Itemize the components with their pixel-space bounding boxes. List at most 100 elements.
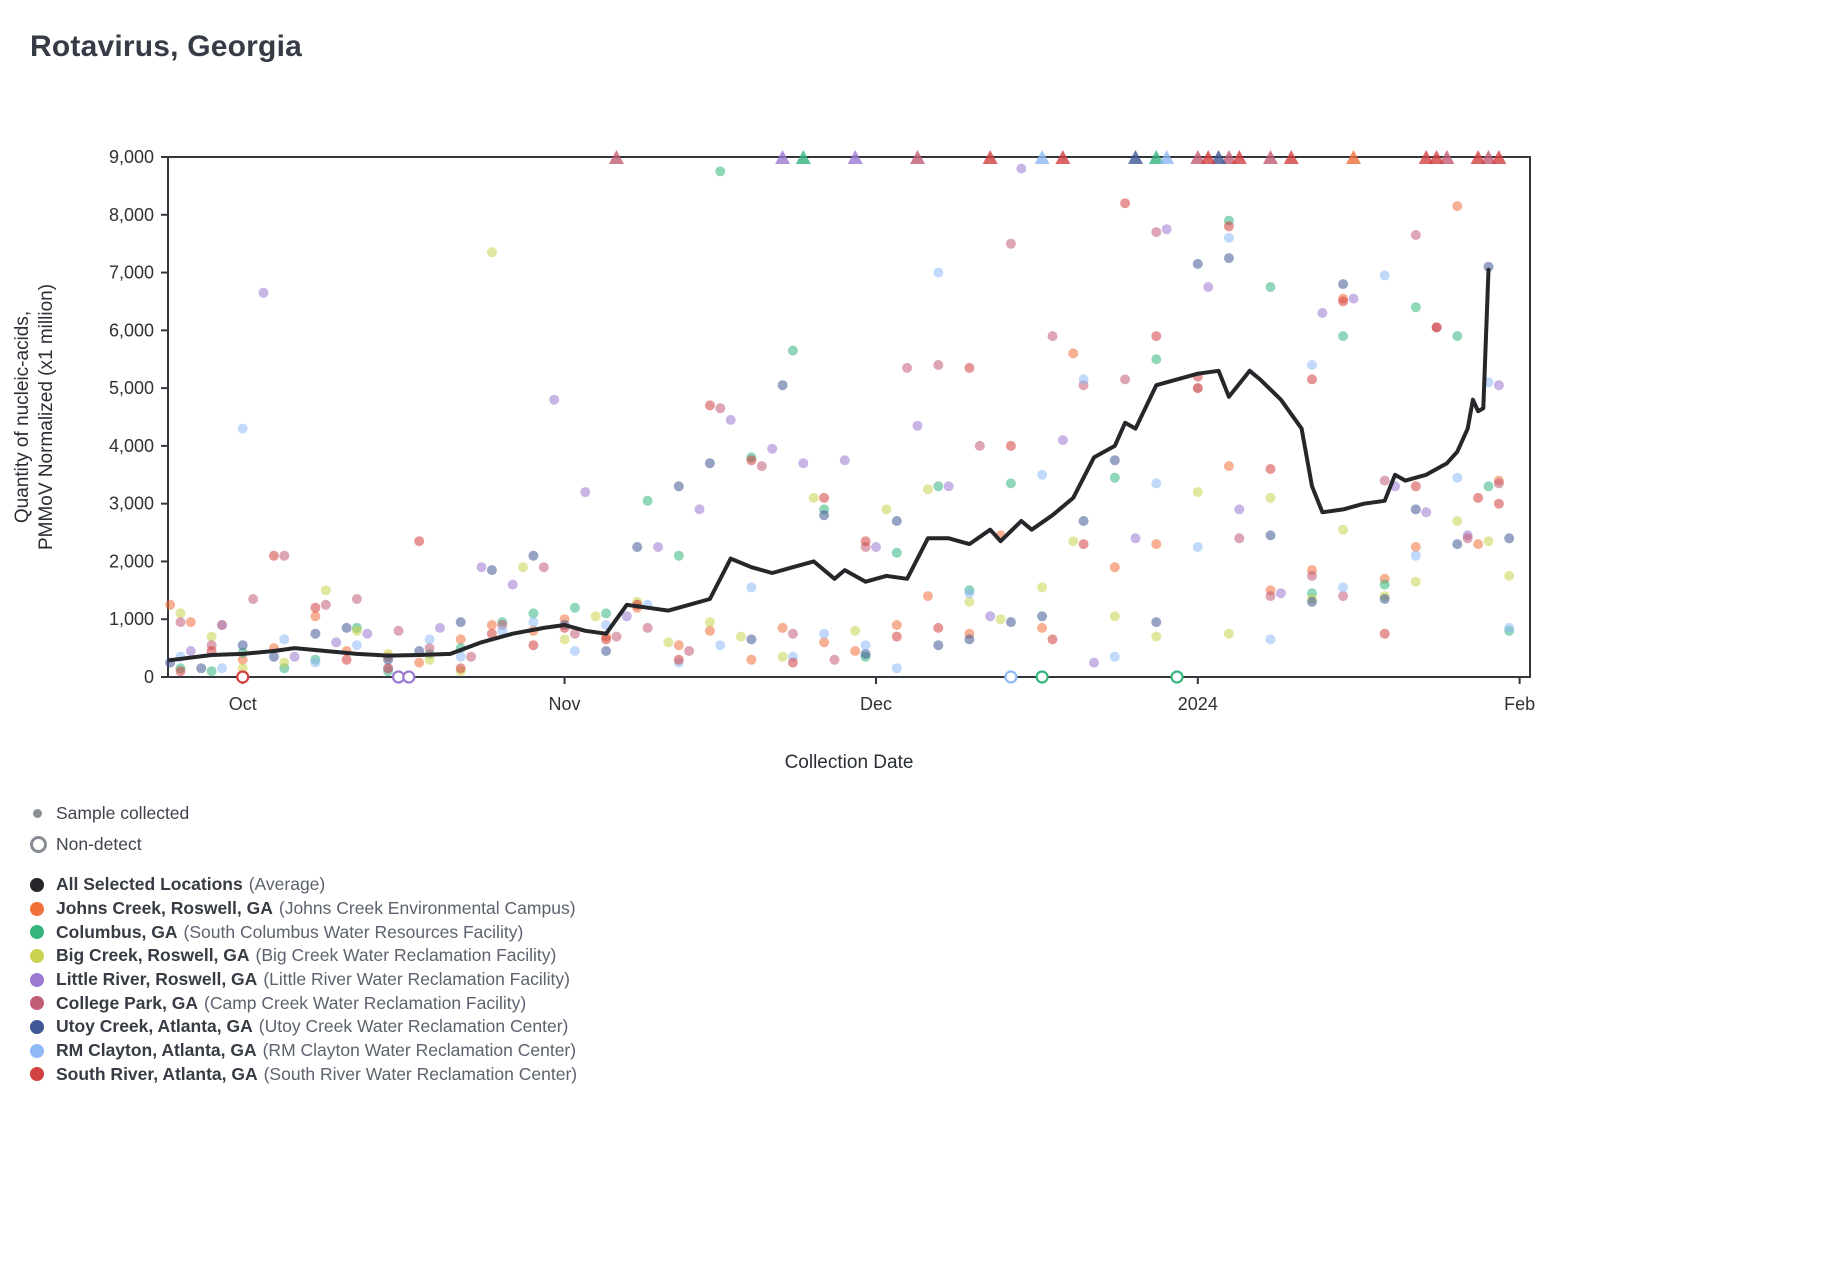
sample-point[interactable] [1151, 478, 1162, 489]
sample-point[interactable] [891, 516, 902, 526]
sample-point[interactable] [964, 362, 975, 373]
sample-point[interactable] [569, 646, 580, 656]
sample-point[interactable] [320, 599, 331, 610]
sample-point[interactable] [1223, 628, 1234, 639]
sample-point[interactable] [435, 622, 445, 633]
sample-point[interactable] [393, 625, 404, 636]
sample-point[interactable] [673, 640, 684, 651]
non-detect-point[interactable] [402, 670, 416, 684]
sample-point[interactable] [1151, 354, 1162, 365]
sample-point[interactable] [1234, 533, 1245, 544]
sample-point[interactable] [1057, 435, 1068, 446]
sample-point[interactable] [1005, 478, 1016, 489]
legend-location-row[interactable]: RM Clayton, Atlanta, GA (RM Clayton Water… [30, 1039, 577, 1063]
sample-point[interactable] [569, 628, 580, 639]
sample-point[interactable] [590, 611, 601, 622]
sample-point[interactable] [891, 663, 902, 674]
sample-point[interactable] [414, 536, 425, 547]
sample-point[interactable] [486, 628, 497, 639]
over-range-triangle[interactable] [1055, 150, 1071, 164]
sample-point[interactable] [663, 637, 674, 648]
sample-point[interactable] [1192, 258, 1203, 269]
sample-point[interactable] [1338, 591, 1349, 602]
sample-point[interactable] [237, 640, 248, 651]
legend-location-row[interactable]: Johns Creek, Roswell, GA (Johns Creek Env… [30, 897, 577, 921]
sample-point[interactable] [1109, 611, 1120, 622]
over-range-triangle[interactable] [1159, 150, 1175, 164]
sample-point[interactable] [673, 550, 684, 561]
sample-point[interactable] [787, 628, 798, 639]
sample-point[interactable] [486, 565, 497, 576]
sample-point[interactable] [777, 622, 788, 633]
sample-point[interactable] [746, 654, 757, 665]
sample-point[interactable] [1452, 539, 1463, 550]
sample-point[interactable] [1307, 374, 1317, 385]
sample-point[interactable] [528, 617, 539, 628]
sample-point[interactable] [653, 542, 663, 552]
sample-point[interactable] [310, 611, 321, 622]
sample-point[interactable] [1504, 533, 1515, 544]
sample-point[interactable] [351, 640, 362, 651]
sample-point[interactable] [1452, 472, 1463, 483]
sample-point[interactable] [1379, 579, 1390, 590]
sample-point[interactable] [933, 640, 944, 651]
sample-point[interactable] [1068, 348, 1079, 359]
sample-point[interactable] [1410, 576, 1421, 587]
sample-point[interactable] [1317, 308, 1328, 318]
sample-point[interactable] [1504, 622, 1515, 633]
sample-point[interactable] [310, 657, 321, 668]
sample-point[interactable] [237, 423, 248, 434]
sample-point[interactable] [528, 640, 539, 651]
sample-point[interactable] [974, 440, 985, 451]
legend-location-row[interactable]: Columbus, GA (South Columbus Water Resour… [30, 920, 577, 944]
sample-point[interactable] [310, 602, 321, 613]
sample-point[interactable] [414, 657, 425, 668]
sample-point[interactable] [777, 380, 788, 391]
legend-location-row[interactable]: Utoy Creek, Atlanta, GA (Utoy Creek Water… [30, 1015, 577, 1039]
sample-point[interactable] [933, 360, 944, 370]
over-range-triangle[interactable] [982, 150, 998, 164]
sample-point[interactable] [362, 628, 373, 639]
sample-point[interactable] [1078, 374, 1089, 385]
over-range-triangle[interactable] [1346, 150, 1362, 164]
sample-point[interactable] [268, 651, 279, 662]
sample-point[interactable] [424, 634, 435, 645]
sample-point[interactable] [943, 481, 954, 492]
sample-point[interactable] [881, 504, 892, 515]
sample-point[interactable] [549, 394, 560, 405]
sample-point[interactable] [1120, 198, 1131, 209]
sample-point[interactable] [704, 625, 715, 636]
sample-point[interactable] [704, 400, 715, 411]
sample-point[interactable] [341, 622, 352, 633]
over-range-triangle[interactable] [795, 150, 811, 164]
sample-point[interactable] [1120, 374, 1131, 385]
sample-point[interactable] [808, 492, 819, 503]
sample-point[interactable] [684, 646, 695, 656]
sample-point[interactable] [279, 634, 290, 645]
sample-point[interactable] [383, 663, 394, 674]
over-range-triangle[interactable] [1200, 150, 1216, 164]
sample-point[interactable] [1203, 282, 1214, 292]
sample-point[interactable] [1307, 596, 1317, 607]
sample-point[interactable] [922, 484, 933, 495]
sample-point[interactable] [1047, 634, 1058, 645]
sample-point[interactable] [1338, 279, 1349, 290]
sample-point[interactable] [1151, 227, 1162, 238]
sample-point[interactable] [248, 594, 259, 604]
over-range-triangle[interactable] [1439, 150, 1455, 164]
sample-point[interactable] [715, 403, 726, 414]
sample-point[interactable] [1504, 570, 1515, 581]
sample-point[interactable] [569, 602, 580, 613]
sample-point[interactable] [1421, 507, 1432, 518]
sample-point[interactable] [601, 608, 612, 619]
sample-point[interactable] [175, 666, 186, 677]
sample-point[interactable] [1078, 539, 1089, 550]
sample-point[interactable] [756, 461, 767, 472]
sample-point[interactable] [580, 487, 591, 498]
over-range-triangle[interactable] [1034, 150, 1050, 164]
sample-point[interactable] [642, 622, 653, 633]
sample-point[interactable] [1223, 221, 1234, 232]
sample-point[interactable] [995, 614, 1006, 625]
sample-point[interactable] [1223, 232, 1234, 243]
sample-point[interactable] [1379, 594, 1390, 604]
